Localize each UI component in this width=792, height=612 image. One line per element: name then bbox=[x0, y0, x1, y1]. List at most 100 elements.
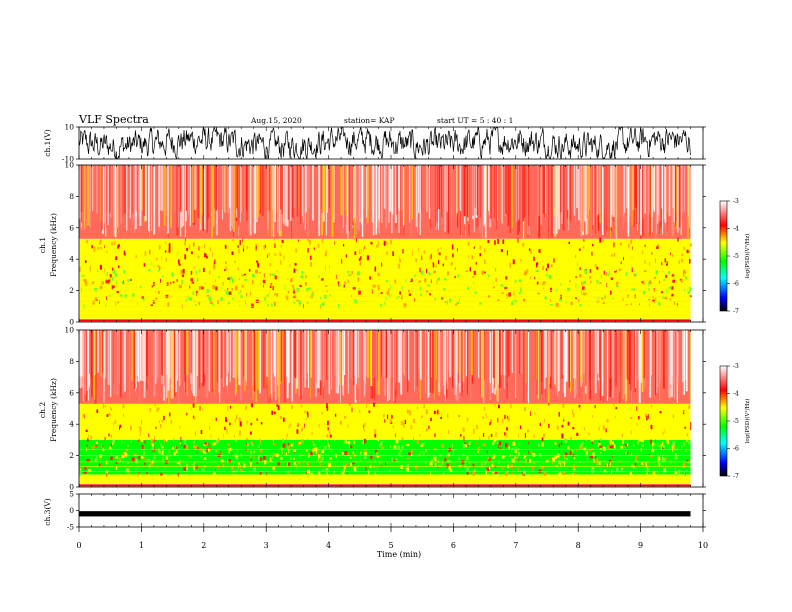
spectrogram-speckle bbox=[114, 419, 117, 424]
spectrogram-speckle bbox=[591, 442, 593, 445]
spectrogram-streak bbox=[659, 330, 661, 400]
spectrogram-speckle bbox=[491, 463, 494, 468]
spectrogram-streak bbox=[112, 165, 114, 217]
spectrogram-speckle bbox=[474, 291, 478, 294]
spectrogram-speckle bbox=[494, 292, 498, 296]
spectrogram-speckle bbox=[540, 465, 544, 470]
spectrogram-speckle bbox=[194, 303, 197, 307]
spectrogram-speckle bbox=[506, 250, 508, 256]
spectrogram-speckle bbox=[86, 459, 90, 463]
spectrogram-speckle bbox=[419, 267, 421, 273]
spectrogram-speckle bbox=[527, 293, 529, 296]
spectrogram-speckle bbox=[212, 278, 214, 283]
spectrogram-streak bbox=[554, 330, 556, 384]
spectrogram-speckle bbox=[411, 268, 415, 271]
spectrogram-speckle bbox=[294, 463, 297, 467]
spectrogram-streak bbox=[346, 165, 348, 224]
spectrogram-speckle bbox=[688, 405, 691, 409]
spectrogram-speckle bbox=[438, 459, 440, 464]
spectrogram-streak bbox=[105, 165, 107, 237]
x-tick-label: 8 bbox=[576, 541, 581, 550]
spectrogram-streak bbox=[301, 330, 303, 396]
spectrogram-speckle bbox=[185, 444, 189, 450]
spectrogram-speckle bbox=[430, 417, 432, 422]
spectrogram-speckle bbox=[542, 289, 544, 291]
spectrogram-streak bbox=[132, 165, 134, 215]
spectrogram-speckle bbox=[380, 441, 383, 446]
spectrogram-streak bbox=[294, 330, 297, 379]
spectrogram-speckle bbox=[156, 407, 159, 413]
spectrogram-speckle bbox=[436, 409, 439, 415]
spectrogram-speckle bbox=[212, 472, 216, 475]
spectrogram-streak bbox=[94, 330, 97, 404]
spectrogram-speckle bbox=[138, 455, 141, 460]
spectrogram-speckle bbox=[425, 290, 429, 293]
spectrogram-streak bbox=[393, 330, 395, 402]
spectrogram-speckle bbox=[646, 472, 648, 476]
spectrogram-streak bbox=[126, 165, 128, 231]
spectrogram-speckle bbox=[688, 250, 690, 253]
spectrogram-speckle bbox=[222, 464, 225, 467]
spectrogram-speckle bbox=[417, 287, 419, 292]
spectrogram-speckle bbox=[123, 250, 126, 256]
spectrogram-speckle bbox=[508, 446, 510, 450]
spectrogram-streak bbox=[200, 165, 203, 215]
spectrogram-speckle bbox=[196, 451, 198, 454]
spectrogram-speckle bbox=[423, 250, 426, 254]
spectrogram-speckle bbox=[325, 249, 328, 254]
spectrogram-streak bbox=[435, 165, 437, 227]
spectrogram-speckle bbox=[396, 297, 398, 300]
spectrogram-speckle bbox=[347, 279, 349, 284]
spectrogram-streak bbox=[555, 330, 557, 396]
spectrogram-streak bbox=[604, 165, 606, 236]
spectrogram-speckle bbox=[469, 267, 472, 272]
spectrogram-speckle bbox=[293, 462, 296, 465]
spectrogram-streak bbox=[519, 330, 521, 375]
spectrogram-speckle bbox=[420, 443, 424, 445]
spectrogram-speckle bbox=[266, 294, 269, 297]
spectrogram-speckle bbox=[217, 437, 220, 443]
spectrogram-speckle bbox=[638, 416, 640, 420]
spectrogram-speckle bbox=[363, 424, 365, 430]
spectrogram-speckle bbox=[84, 271, 87, 274]
spectrogram-streak bbox=[581, 330, 583, 383]
spectrogram-speckle bbox=[441, 461, 443, 466]
spectrogram-speckle bbox=[535, 262, 538, 268]
spectrogram-speckle bbox=[263, 245, 266, 250]
spectrogram-speckle bbox=[150, 438, 153, 442]
spectrogram-streak bbox=[417, 165, 418, 233]
spectrogram-speckle bbox=[125, 448, 129, 452]
spectrogram-speckle bbox=[117, 245, 120, 249]
spectrogram-speckle bbox=[594, 405, 596, 409]
spectrogram-speckle bbox=[389, 418, 392, 424]
spectrogram-streak bbox=[511, 165, 513, 228]
spectrogram-speckle bbox=[683, 454, 685, 459]
spectrogram-speckle bbox=[662, 296, 664, 300]
spectrogram-streak bbox=[445, 330, 447, 383]
spectrogram-speckle bbox=[567, 421, 570, 426]
spectrogram-speckle bbox=[366, 403, 367, 408]
spectrogram-speckle bbox=[528, 285, 529, 288]
spectrogram-speckle bbox=[633, 444, 635, 448]
spectrogram-speckle bbox=[243, 463, 246, 468]
spectrogram-speckle bbox=[361, 249, 362, 253]
spectrogram-speckle bbox=[612, 290, 614, 293]
spectrogram-speckle bbox=[374, 434, 377, 438]
spectrogram-streak bbox=[683, 330, 686, 395]
spectrogram-speckle bbox=[641, 281, 643, 284]
spectrogram-speckle bbox=[342, 244, 345, 247]
spectrogram-streak bbox=[665, 165, 667, 235]
spectrogram-speckle bbox=[570, 301, 573, 306]
spectrogram-speckle bbox=[420, 270, 424, 275]
spectrogram-speckle bbox=[660, 444, 663, 447]
spectrogram-streak bbox=[272, 165, 275, 237]
spectrogram-speckle bbox=[437, 277, 441, 281]
spectrogram-streak bbox=[185, 165, 187, 211]
spectrogram-speckle bbox=[629, 440, 631, 443]
spectrogram-speckle bbox=[179, 464, 181, 467]
spectrogram-speckle bbox=[656, 469, 658, 474]
spectrogram-speckle bbox=[663, 468, 667, 473]
spectrogram-speckle bbox=[639, 303, 640, 306]
spectrogram-speckle bbox=[650, 455, 653, 458]
spectrogram-streak bbox=[630, 330, 632, 391]
